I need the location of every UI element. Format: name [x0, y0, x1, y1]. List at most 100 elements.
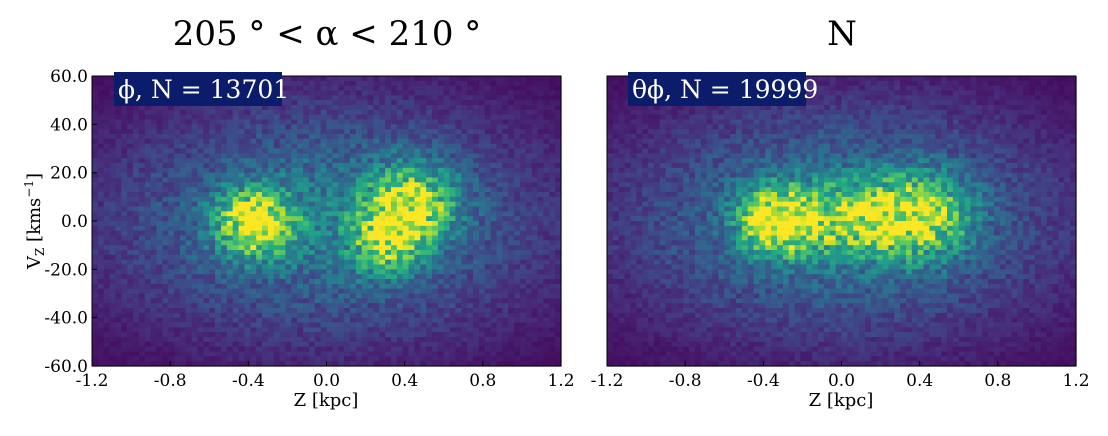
- heatmap-cell: [368, 110, 374, 115]
- heatmap-cell: [174, 110, 180, 115]
- heatmap-cell: [473, 129, 479, 134]
- heatmap-cell: [607, 178, 613, 183]
- heatmap-cell: [613, 120, 619, 125]
- heatmap-cell: [203, 178, 209, 183]
- heatmap-cell: [233, 221, 239, 226]
- heatmap-cell: [127, 149, 133, 154]
- heatmap-cell: [303, 226, 309, 231]
- heatmap-cell: [508, 129, 514, 134]
- heatmap-cell: [315, 207, 321, 212]
- heatmap-cell: [268, 313, 274, 318]
- heatmap-cell: [403, 197, 409, 202]
- heatmap-cell: [438, 192, 444, 197]
- heatmap-cell: [485, 255, 491, 260]
- heatmap-cell: [502, 216, 508, 221]
- heatmap-cell: [613, 187, 619, 192]
- heatmap-cell: [303, 294, 309, 299]
- heatmap-cell: [104, 202, 110, 207]
- heatmap-cell: [397, 100, 403, 105]
- heatmap-cell: [209, 332, 215, 337]
- heatmap-cell: [450, 352, 456, 357]
- heatmap-cell: [502, 356, 508, 361]
- heatmap-cell: [479, 323, 485, 328]
- heatmap-cell: [420, 153, 426, 158]
- heatmap-cell: [344, 105, 350, 110]
- heatmap-cell: [619, 158, 625, 163]
- heatmap-cell: [303, 110, 309, 115]
- heatmap-cell: [174, 352, 180, 357]
- heatmap-cell: [432, 153, 438, 158]
- heatmap-cell: [532, 294, 538, 299]
- heatmap-cell: [209, 187, 215, 192]
- heatmap-cell: [256, 347, 262, 352]
- heatmap-cell: [121, 226, 127, 231]
- heatmap-cell: [432, 202, 438, 207]
- heatmap-cell: [491, 231, 497, 236]
- heatmap-cell: [256, 192, 262, 197]
- heatmap-cell: [385, 347, 391, 352]
- heatmap-cell: [262, 337, 268, 342]
- heatmap-cell: [104, 134, 110, 139]
- heatmap-cell: [256, 332, 262, 337]
- heatmap-cell: [420, 298, 426, 303]
- heatmap-cell: [121, 323, 127, 328]
- heatmap-cell: [98, 294, 104, 299]
- heatmap-cell: [151, 149, 157, 154]
- heatmap-cell: [397, 192, 403, 197]
- heatmap-cell: [297, 81, 303, 86]
- heatmap-cell: [239, 226, 245, 231]
- heatmap-cell: [368, 250, 374, 255]
- heatmap-cell: [209, 115, 215, 120]
- heatmap-cell: [373, 255, 379, 260]
- heatmap-cell: [262, 356, 268, 361]
- heatmap-cell: [526, 274, 532, 279]
- heatmap-cell: [110, 274, 116, 279]
- heatmap-cell: [198, 308, 204, 313]
- heatmap-cell: [127, 182, 133, 187]
- heatmap-cell: [303, 139, 309, 144]
- heatmap-cell: [227, 342, 233, 347]
- heatmap-cell: [198, 260, 204, 265]
- heatmap-cell: [227, 279, 233, 284]
- heatmap-cell: [291, 255, 297, 260]
- heatmap-cell: [455, 100, 461, 105]
- heatmap-cell: [151, 347, 157, 352]
- heatmap-cell: [438, 347, 444, 352]
- heatmap-cell: [420, 294, 426, 299]
- heatmap-cell: [479, 313, 485, 318]
- heatmap-cell: [497, 187, 503, 192]
- heatmap-cell: [403, 337, 409, 342]
- heatmap-cell: [549, 153, 555, 158]
- heatmap-cell: [350, 250, 356, 255]
- heatmap-cell: [379, 289, 385, 294]
- heatmap-cell: [115, 173, 121, 178]
- heatmap-cell: [473, 158, 479, 163]
- heatmap-cell: [497, 260, 503, 265]
- heatmap-cell: [162, 182, 168, 187]
- heatmap-cell: [414, 265, 420, 270]
- heatmap-cell: [373, 332, 379, 337]
- heatmap-cell: [309, 352, 315, 357]
- heatmap-cell: [127, 303, 133, 308]
- heatmap-cell: [215, 332, 221, 337]
- heatmap-cell: [162, 158, 168, 163]
- heatmap-cell: [362, 153, 368, 158]
- heatmap-cell: [168, 289, 174, 294]
- heatmap-cell: [285, 279, 291, 284]
- heatmap-cell: [92, 221, 98, 226]
- heatmap-cell: [215, 269, 221, 274]
- heatmap-cell: [368, 226, 374, 231]
- heatmap-cell: [532, 95, 538, 100]
- heatmap-cell: [409, 342, 415, 347]
- heatmap-cell: [538, 313, 544, 318]
- heatmap-cell: [110, 139, 116, 144]
- heatmap-cell: [145, 318, 151, 323]
- heatmap-cell: [385, 81, 391, 86]
- heatmap-cell: [110, 211, 116, 216]
- heatmap-cell: [532, 342, 538, 347]
- heatmap-cell: [133, 294, 139, 299]
- heatmap-cell: [115, 110, 121, 115]
- heatmap-cell: [485, 352, 491, 357]
- heatmap-cell: [250, 139, 256, 144]
- heatmap-cell: [368, 158, 374, 163]
